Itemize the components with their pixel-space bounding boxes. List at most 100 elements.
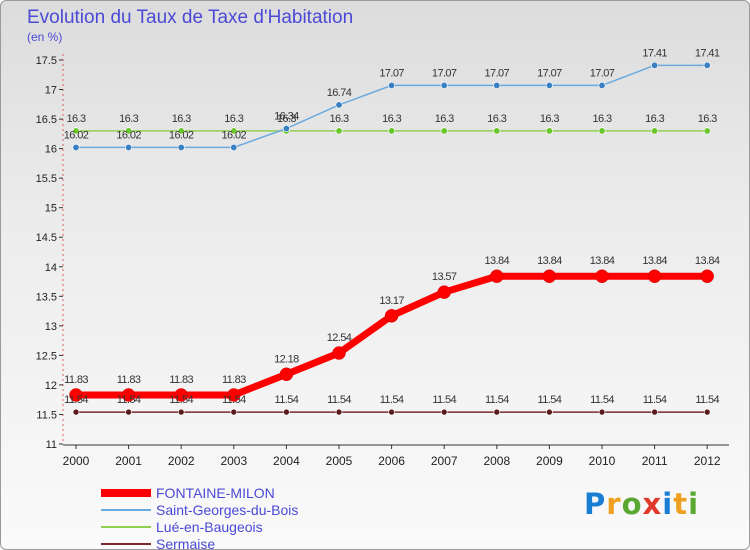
y-tick-label: 14	[45, 262, 57, 274]
data-point-saint-georges-du-bois	[440, 81, 448, 89]
x-tick-label: 2001	[115, 454, 142, 468]
data-label-fontaine-milon: 13.84	[537, 255, 562, 267]
data-label-lu-en-baugeois: 16.3	[329, 113, 348, 125]
data-point-sermaise	[598, 408, 606, 416]
data-point-lu-en-baugeois	[230, 127, 238, 135]
data-label-sermaise: 11.54	[169, 394, 193, 406]
x-tick-label: 2011	[642, 454, 668, 468]
y-tick-label: 15.5	[36, 173, 57, 185]
data-label-lu-en-baugeois: 16.3	[698, 113, 717, 125]
logo-letter: x	[642, 487, 663, 521]
data-point-sermaise	[388, 408, 395, 416]
data-point-fontaine-milon	[647, 269, 662, 283]
data-label-sermaise: 11.54	[222, 394, 246, 406]
data-point-sermaise	[335, 408, 343, 416]
data-label-sermaise: 11.54	[432, 394, 456, 406]
data-point-sermaise	[230, 408, 238, 416]
data-label-fontaine-milon: 11.83	[169, 374, 193, 386]
proxiti-logo: Proxiti	[584, 487, 699, 521]
data-label-sermaise: 11.54	[327, 394, 351, 406]
data-point-sermaise	[703, 408, 711, 416]
x-tick-label: 2004	[273, 454, 300, 468]
data-label-fontaine-milon: 12.54	[327, 332, 352, 344]
data-label-sermaise: 11.54	[117, 394, 141, 406]
data-point-saint-georges-du-bois	[651, 61, 659, 69]
x-tick-label: 2005	[326, 454, 353, 468]
data-point-sermaise	[125, 408, 132, 416]
data-label-fontaine-milon: 11.83	[117, 374, 141, 386]
data-label-sermaise: 11.54	[275, 394, 299, 406]
legend-swatch	[101, 543, 151, 545]
data-label-fontaine-milon: 11.83	[64, 374, 88, 386]
x-tick-label: 2012	[694, 454, 721, 468]
y-tick-label: 14.5	[36, 232, 57, 244]
data-point-saint-georges-du-bois	[230, 143, 238, 151]
data-point-lu-en-baugeois	[335, 127, 343, 135]
x-tick-label: 2009	[536, 454, 563, 468]
data-label-saint-georges-du-bois: 16.02	[169, 129, 194, 141]
y-tick-label: 17	[45, 85, 57, 97]
data-point-sermaise	[72, 408, 80, 416]
data-label-fontaine-milon: 11.83	[222, 374, 246, 386]
y-tick-label: 13	[45, 321, 57, 333]
x-tick-label: 2003	[220, 454, 247, 468]
data-point-sermaise	[493, 408, 501, 416]
data-label-lu-en-baugeois: 16.3	[592, 113, 611, 125]
data-point-lu-en-baugeois	[651, 127, 659, 135]
data-point-fontaine-milon	[69, 388, 83, 402]
data-label-lu-en-baugeois: 16.3	[224, 113, 243, 125]
data-label-saint-georges-du-bois: 17.41	[695, 47, 720, 59]
data-point-lu-en-baugeois	[125, 127, 133, 135]
data-point-sermaise	[283, 408, 290, 416]
legend-label: Lué-en-Baugeois	[156, 519, 263, 535]
data-point-saint-georges-du-bois	[493, 81, 501, 89]
y-tick-label: 15	[45, 203, 57, 215]
x-tick-label: 2010	[589, 454, 616, 468]
data-point-fontaine-milon	[700, 269, 714, 283]
data-point-lu-en-baugeois	[177, 127, 185, 135]
data-label-lu-en-baugeois: 16.3	[435, 113, 454, 125]
data-point-sermaise	[651, 408, 658, 416]
data-point-saint-georges-du-bois	[388, 81, 396, 89]
data-point-fontaine-milon	[174, 388, 188, 402]
data-label-saint-georges-du-bois: 16.02	[116, 129, 141, 141]
data-label-lu-en-baugeois: 16.3	[382, 113, 401, 125]
y-tick-label: 12	[45, 380, 57, 392]
logo-letter: t	[673, 487, 689, 521]
y-tick-label: 11	[46, 439, 57, 451]
y-tick-label: 16	[45, 144, 57, 156]
data-point-fontaine-milon	[332, 346, 346, 360]
data-point-fontaine-milon	[121, 388, 136, 402]
data-point-sermaise	[440, 408, 448, 416]
data-point-lu-en-baugeois	[72, 127, 80, 135]
y-tick-label: 13.5	[36, 291, 57, 303]
logo-letter: r	[606, 487, 622, 521]
data-label-saint-georges-du-bois: 17.07	[485, 67, 510, 79]
data-point-sermaise	[546, 408, 553, 416]
data-label-sermaise: 11.54	[695, 394, 719, 406]
data-label-lu-en-baugeois: 16.3	[540, 113, 559, 125]
data-point-saint-georges-du-bois	[598, 81, 606, 89]
data-point-lu-en-baugeois	[440, 127, 448, 135]
data-point-fontaine-milon	[437, 285, 451, 299]
data-point-saint-georges-du-bois	[545, 81, 553, 89]
x-tick-label: 2006	[378, 454, 405, 468]
legend-swatch	[101, 509, 151, 511]
data-label-saint-georges-du-bois: 16.02	[222, 129, 247, 141]
data-label-sermaise: 11.54	[64, 394, 88, 406]
logo-letter: P	[584, 487, 607, 521]
legend-label: Saint-Georges-du-Bois	[156, 502, 299, 518]
data-label-saint-georges-du-bois: 17.07	[590, 67, 615, 79]
data-label-lu-en-baugeois: 16.3	[277, 113, 296, 125]
data-label-fontaine-milon: 12.18	[274, 353, 299, 365]
logo-letter: o	[621, 487, 643, 521]
data-label-fontaine-milon: 13.17	[379, 295, 404, 307]
data-point-lu-en-baugeois	[493, 127, 501, 135]
data-point-saint-georges-du-bois	[177, 143, 185, 151]
data-label-saint-georges-du-bois: 17.07	[379, 67, 404, 79]
data-label-saint-georges-du-bois: 16.02	[64, 129, 89, 141]
legend-swatch	[101, 489, 151, 497]
data-label-sermaise: 11.54	[538, 394, 562, 406]
